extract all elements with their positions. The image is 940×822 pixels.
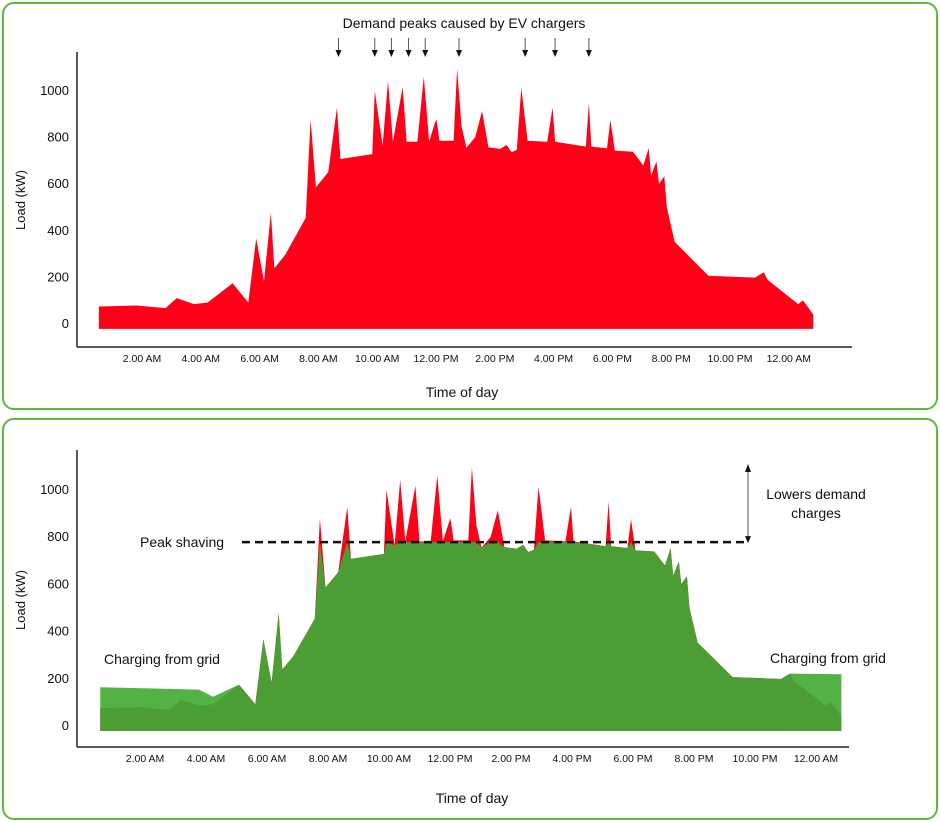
x-tick-label: 2.00 AM — [123, 353, 162, 365]
x-tick-label: 12.00 AM — [767, 353, 811, 365]
peak-arrow-head-icon — [335, 50, 342, 57]
shaved-load-area — [100, 542, 842, 731]
x-tick-label: 6.00 AM — [248, 753, 287, 765]
x-tick-label: 12.00 AM — [794, 753, 838, 765]
x-tick-label: 8.00 AM — [299, 353, 338, 365]
x-tick-label: 6.00 PM — [593, 353, 632, 365]
x-tick-label: 4.00 AM — [187, 753, 226, 765]
y-tick-label: 400 — [47, 223, 69, 238]
y-tick-label: 600 — [47, 176, 69, 191]
y-tick-label: 400 — [47, 624, 69, 639]
x-tick-label: 8.00 PM — [674, 753, 713, 765]
x-tick-label: 10.00 AM — [355, 353, 399, 365]
x-tick-label: 2.00 PM — [475, 353, 514, 365]
x-tick-label: 6.00 AM — [240, 353, 279, 365]
x-tick-label: 12.00 PM — [414, 353, 459, 365]
peak-arrow-head-icon — [456, 50, 463, 57]
chart-title: Demand peaks caused by EV chargers — [343, 15, 586, 31]
x-tick-label: 8.00 AM — [309, 753, 348, 765]
peak-arrow-head-icon — [422, 50, 429, 57]
lowers-demand-label-line2: charges — [791, 505, 841, 521]
x-tick-label: 6.00 PM — [613, 753, 652, 765]
load-area — [98, 68, 814, 329]
x-tick-label: 8.00 PM — [652, 353, 691, 365]
lowers-demand-label-line1: Lowers demand — [766, 486, 866, 502]
demand-peaks-chart: Demand peaks caused by EV chargers Time … — [13, 15, 852, 400]
peak-arrow-head-icon — [585, 50, 592, 57]
y-tick-label: 0 — [62, 718, 69, 733]
bottom-chart-panel: Time of day Load (kW) Peak shaving Lower… — [2, 418, 938, 820]
charging-from-grid-left-label: Charging from grid — [104, 651, 220, 667]
peak-arrow-head-icon — [388, 50, 395, 57]
y-tick-label: 800 — [47, 130, 69, 145]
arrow-up-icon — [745, 464, 751, 472]
top-chart-panel: Demand peaks caused by EV chargers Time … — [2, 2, 938, 410]
x-tick-label: 10.00 PM — [733, 753, 778, 765]
x-axis-label: Time of day — [436, 790, 509, 806]
x-tick-label: 10.00 PM — [708, 353, 753, 365]
peak-shaving-chart: Time of day Load (kW) Peak shaving Lower… — [13, 450, 886, 806]
y-tick-label: 200 — [47, 269, 69, 284]
peak-arrow-head-icon — [552, 50, 559, 57]
y-tick-label: 200 — [47, 671, 69, 686]
x-tick-label: 4.00 PM — [534, 353, 573, 365]
x-tick-label: 2.00 PM — [491, 753, 530, 765]
y-tick-label: 1000 — [40, 482, 69, 497]
x-tick-label: 12.00 PM — [428, 753, 473, 765]
arrow-down-icon — [745, 536, 751, 544]
y-tick-label: 800 — [47, 529, 69, 544]
y-tick-label: 1000 — [40, 83, 69, 98]
y-axis-label: Load (kW) — [13, 570, 28, 630]
x-tick-label: 4.00 PM — [552, 753, 591, 765]
peak-arrow-head-icon — [522, 50, 529, 57]
y-tick-label: 600 — [47, 576, 69, 591]
y-tick-label: 0 — [62, 316, 69, 331]
peak-arrow-head-icon — [405, 50, 412, 57]
x-tick-label: 10.00 AM — [367, 753, 411, 765]
y-axis-label: Load (kW) — [13, 170, 28, 230]
x-tick-label: 4.00 AM — [182, 353, 221, 365]
peak-arrow-head-icon — [371, 50, 378, 57]
charging-from-grid-right-label: Charging from grid — [770, 650, 886, 666]
x-axis-label: Time of day — [426, 384, 499, 400]
peak-shaving-label: Peak shaving — [140, 534, 224, 550]
x-tick-label: 2.00 AM — [126, 753, 165, 765]
